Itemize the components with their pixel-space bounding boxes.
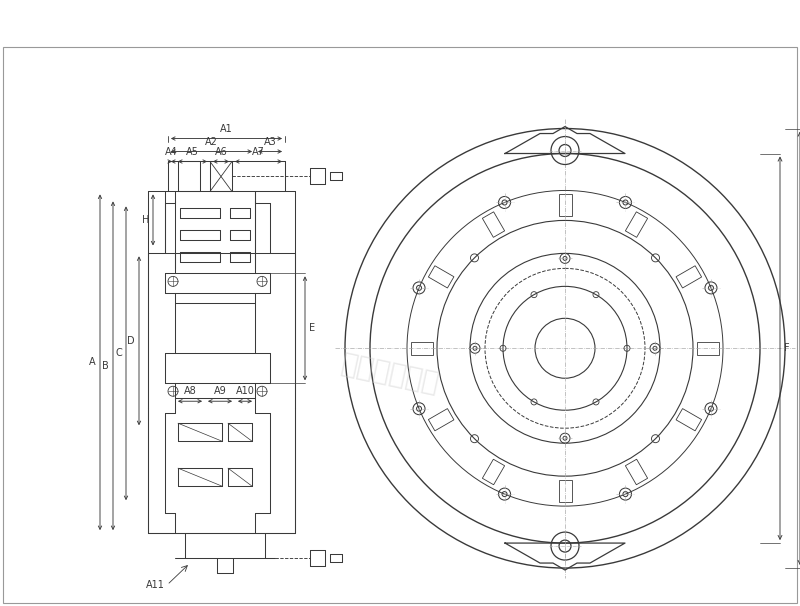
Text: A7: A7: [252, 147, 265, 156]
Bar: [558, 195, 571, 216]
Text: A4: A4: [165, 147, 178, 156]
Bar: [626, 212, 648, 238]
Text: A1: A1: [220, 124, 233, 133]
Bar: [482, 212, 505, 238]
Text: A9: A9: [214, 386, 226, 396]
Text: A5: A5: [186, 147, 199, 156]
Text: A8: A8: [184, 386, 196, 396]
Bar: [428, 266, 454, 288]
Text: C: C: [115, 348, 122, 358]
Text: H: H: [142, 215, 149, 225]
Text: A11: A11: [146, 580, 165, 590]
Bar: [676, 266, 702, 288]
Bar: [428, 408, 454, 431]
Bar: [558, 480, 571, 502]
Text: 韩东机械公司: 韩东机械公司: [338, 349, 442, 398]
Text: E: E: [309, 324, 315, 333]
Text: A2: A2: [205, 136, 218, 147]
Bar: [482, 459, 505, 485]
Text: D: D: [127, 336, 135, 346]
Text: DBS-B 图纸 / DBS-B DRAWINGS: DBS-B 图纸 / DBS-B DRAWINGS: [10, 16, 278, 35]
Bar: [411, 342, 433, 355]
Bar: [676, 408, 702, 431]
Text: A6: A6: [214, 147, 227, 156]
Text: F: F: [784, 343, 790, 353]
Bar: [697, 342, 719, 355]
Bar: [626, 459, 648, 485]
Text: A10: A10: [235, 386, 254, 396]
Text: A3: A3: [264, 136, 276, 147]
Text: A: A: [90, 358, 96, 367]
Text: B: B: [102, 361, 109, 371]
